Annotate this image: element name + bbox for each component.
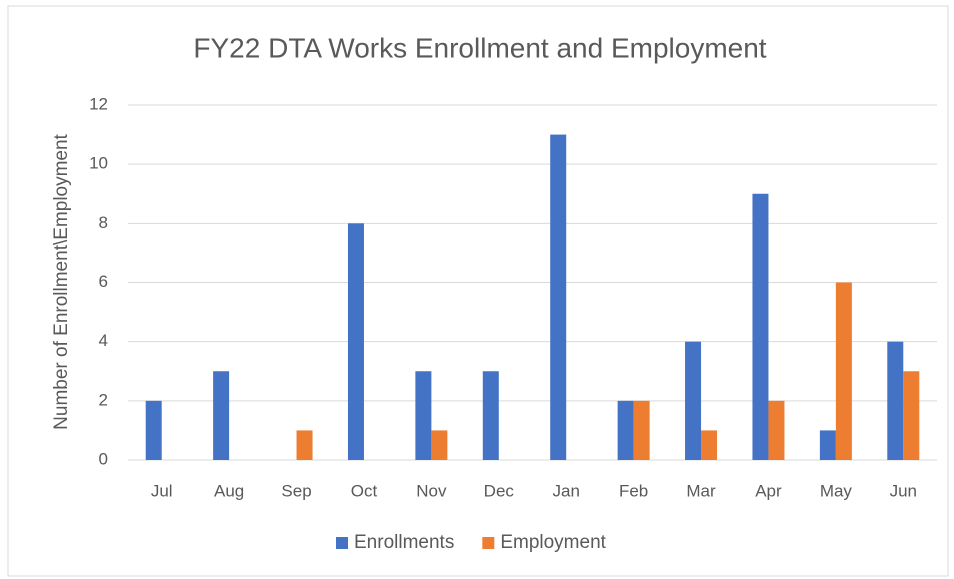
x-tick-label: Aug bbox=[214, 481, 244, 500]
x-tick-label: Apr bbox=[755, 481, 782, 500]
bar bbox=[347, 223, 364, 460]
x-tick-label: Nov bbox=[416, 481, 447, 500]
legend-label: Employment bbox=[500, 532, 606, 553]
bar bbox=[296, 430, 313, 460]
bar bbox=[145, 400, 162, 460]
x-tick-label: Mar bbox=[686, 481, 716, 500]
x-tick-label: Jan bbox=[552, 481, 579, 500]
bar bbox=[701, 430, 718, 460]
bar bbox=[482, 371, 499, 460]
y-tick-label: 2 bbox=[99, 390, 108, 409]
bar bbox=[835, 282, 852, 460]
legend-swatch bbox=[482, 537, 495, 549]
y-tick-label: 12 bbox=[89, 94, 108, 113]
y-tick-label: 6 bbox=[99, 272, 108, 291]
legend-label: Enrollments bbox=[354, 532, 454, 553]
y-axis-label: Number of Enrollment\Employment bbox=[51, 133, 72, 429]
bar bbox=[213, 371, 230, 460]
bar bbox=[415, 371, 432, 460]
bar bbox=[633, 400, 650, 460]
chart-frame bbox=[7, 5, 949, 577]
bar bbox=[752, 193, 769, 460]
x-tick-label: Dec bbox=[484, 481, 515, 500]
x-tick-label: Oct bbox=[351, 481, 378, 500]
x-tick-label: Jul bbox=[151, 481, 173, 500]
bar bbox=[550, 134, 567, 461]
y-tick-label: 0 bbox=[99, 449, 108, 468]
bar bbox=[431, 430, 448, 460]
x-tick-label: Jun bbox=[890, 481, 917, 500]
y-tick-label: 10 bbox=[89, 154, 108, 173]
bar bbox=[903, 371, 920, 460]
bar bbox=[819, 430, 836, 460]
x-tick-label: May bbox=[820, 481, 853, 500]
x-tick-label: Sep bbox=[281, 481, 311, 500]
chart-title: FY22 DTA Works Enrollment and Employment bbox=[193, 32, 766, 63]
bar bbox=[768, 400, 785, 460]
x-tick-label: Feb bbox=[619, 481, 648, 500]
bar bbox=[617, 400, 634, 460]
y-tick-label: 4 bbox=[99, 331, 108, 350]
bar bbox=[685, 341, 702, 460]
bar bbox=[887, 341, 904, 460]
legend-swatch bbox=[336, 537, 348, 549]
y-tick-label: 8 bbox=[99, 213, 108, 232]
